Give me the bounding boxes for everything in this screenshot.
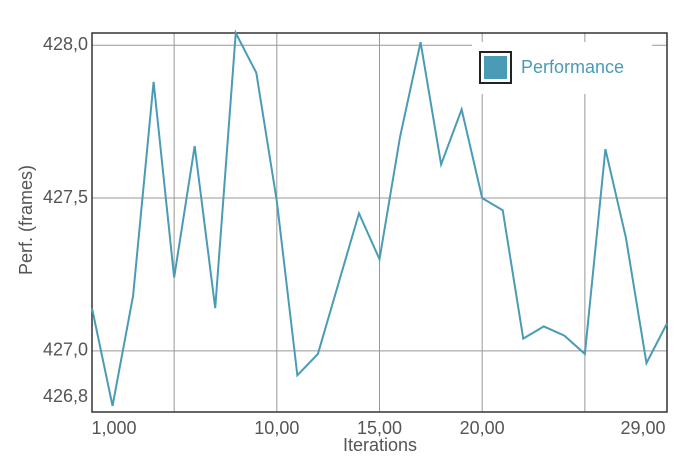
y-axis-title: Perf. (frames) — [16, 165, 36, 275]
legend-label: Performance — [521, 57, 624, 77]
x-tick-label: 20,00 — [460, 418, 505, 438]
x-tick-label: 15,00 — [357, 418, 402, 438]
x-tick-label: 1,000 — [91, 418, 136, 438]
y-tick-label: 426,8 — [43, 386, 88, 406]
line-series — [91, 29, 668, 407]
y-tick-label: 427,0 — [43, 340, 88, 360]
y-tick-label: 428,0 — [43, 34, 88, 54]
x-tick-label: 29,00 — [620, 418, 665, 438]
x-axis-title: Iterations — [343, 435, 417, 455]
y-tick-label: 427,5 — [43, 187, 88, 207]
plot-frame — [91, 32, 668, 413]
legend-swatch — [484, 56, 507, 79]
x-tick-label: 10,00 — [254, 418, 299, 438]
